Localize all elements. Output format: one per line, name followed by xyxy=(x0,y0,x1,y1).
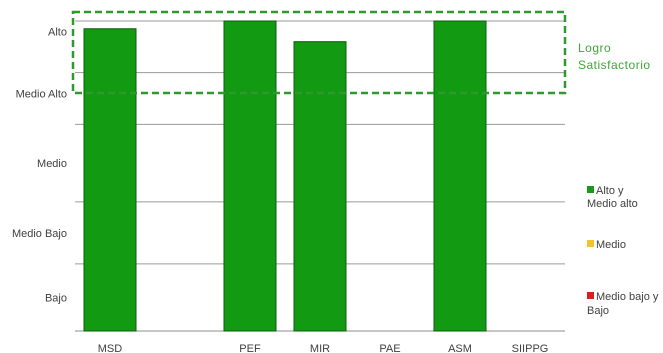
x-tick-label: MIR xyxy=(310,343,330,353)
legend-label-bajo-2: Bajo xyxy=(587,305,609,317)
x-tick-label: PAE xyxy=(379,343,400,353)
x-tick-label: PEF xyxy=(239,343,261,353)
x-tick-label: SIIPPG xyxy=(512,343,549,353)
legend-label-medio: Medio xyxy=(596,239,626,251)
legend-label-bajo-1: Medio bajo y xyxy=(596,291,659,303)
y-tick-label: Alto xyxy=(48,26,67,38)
y-tick-label: Medio Bajo xyxy=(12,228,67,240)
bar xyxy=(433,20,487,332)
y-tick-label: Bajo xyxy=(45,292,67,304)
bar xyxy=(223,20,277,332)
bars xyxy=(83,20,487,332)
x-tick-label: ASM xyxy=(448,343,472,353)
bar xyxy=(293,41,347,332)
legend-swatch-bajo xyxy=(587,292,594,299)
y-tick-label: Medio Alto xyxy=(16,88,67,100)
legend: Alto y Medio alto Medio Medio bajo y Baj… xyxy=(587,185,659,317)
logro-satisfactorio-box xyxy=(71,10,567,95)
legend-swatch-alto xyxy=(587,186,594,193)
annotation-line1: Logro xyxy=(578,41,611,55)
annotation-line2: Satisfactorio xyxy=(578,58,651,72)
y-tick-labels: Bajo Medio Bajo Medio Medio Alto Alto xyxy=(12,26,67,304)
legend-swatch-medio xyxy=(587,240,594,247)
legend-label-alto-2: Medio alto xyxy=(587,198,638,210)
bar xyxy=(83,28,137,332)
y-tick-label: Medio xyxy=(37,158,67,170)
legend-label-alto-1: Alto y xyxy=(596,185,624,197)
x-tick-label: MSD xyxy=(98,343,123,353)
x-tick-labels: MSD PEF MIR PAE ASM SIIPPG xyxy=(98,343,549,353)
